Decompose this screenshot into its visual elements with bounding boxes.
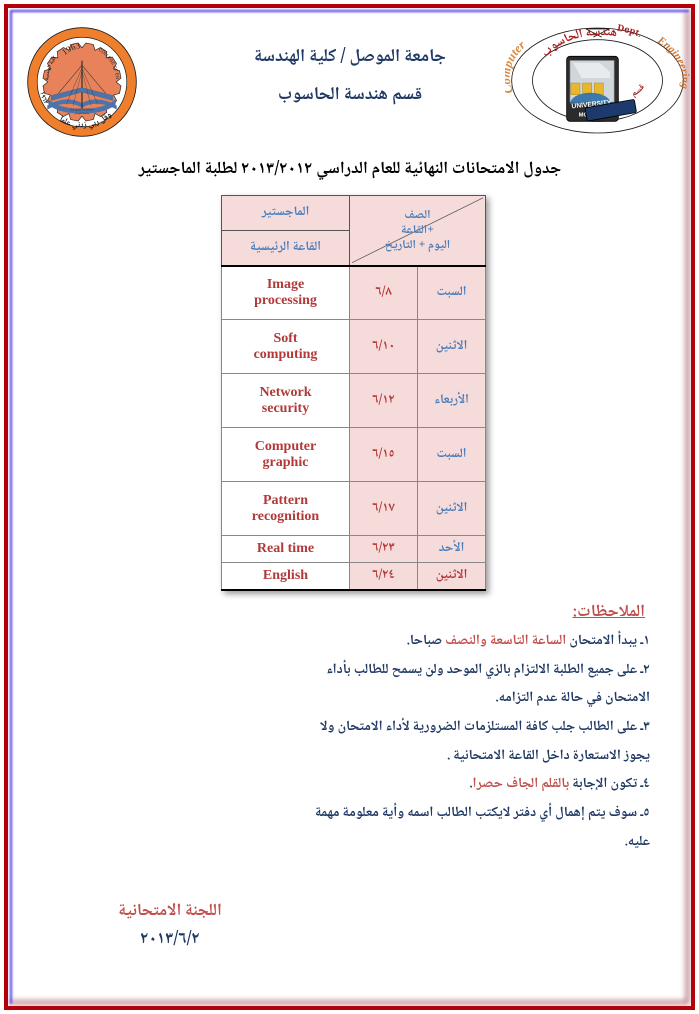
- svg-text:جامعة الموصل: جامعة الموصل: [75, 111, 90, 116]
